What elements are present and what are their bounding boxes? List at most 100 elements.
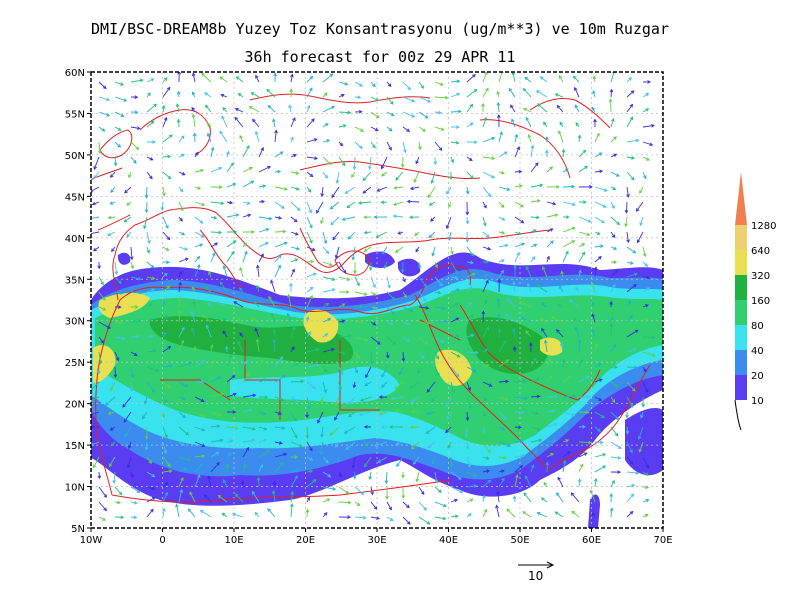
wind-vector-head: [370, 491, 374, 496]
wind-vector-head: [136, 489, 141, 493]
wind-vector: [207, 133, 212, 143]
wind-vector-head: [219, 281, 224, 286]
wind-vector: [255, 75, 260, 83]
wind-vector: [546, 201, 556, 205]
wind-vector-head: [199, 463, 204, 467]
wind-vector: [98, 336, 104, 344]
wind-vector: [482, 381, 492, 387]
wind-vector-head: [613, 153, 618, 158]
wind-vector: [594, 453, 606, 458]
wind-vector-head: [117, 144, 122, 148]
wind-vector: [274, 375, 286, 383]
wind-vector: [242, 409, 252, 413]
wind-vector-head: [609, 507, 614, 512]
wind-vector-head: [470, 252, 474, 257]
wind-vector-head: [200, 380, 205, 384]
wind-vector: [514, 134, 518, 143]
wind-vector-head: [341, 351, 346, 355]
wind-vector: [93, 156, 100, 170]
wind-vector: [498, 186, 510, 191]
wind-vector: [322, 456, 329, 464]
wind-vector: [626, 329, 639, 338]
wind-vector: [91, 186, 100, 192]
dust-sea-patch-2: [398, 258, 421, 277]
wind-vector-head: [294, 475, 298, 479]
wind-vector-head: [591, 106, 596, 111]
wind-vector: [466, 156, 473, 161]
wind-vector: [354, 516, 366, 519]
wind-vector-head: [465, 190, 470, 195]
wind-vector-head: [380, 165, 385, 170]
wind-vector-head: [267, 104, 272, 109]
wind-vector: [128, 441, 132, 449]
wind-vector: [162, 171, 171, 180]
wind-vector-head: [356, 282, 360, 287]
wind-vector: [205, 104, 212, 113]
wind-vector: [642, 499, 649, 503]
wind-vector: [226, 393, 237, 398]
lon-tick-label: 20E: [296, 535, 315, 546]
wind-vector-head: [645, 464, 649, 469]
wind-vector-head: [208, 271, 212, 275]
wind-vector: [482, 479, 491, 488]
wind-vector: [537, 512, 548, 518]
wind-vector-head: [363, 248, 368, 252]
wind-vector-head: [370, 361, 374, 365]
wind-vector: [594, 186, 607, 192]
wind-vector-head: [220, 392, 225, 397]
wind-vector: [98, 486, 107, 498]
x-axis: 10W 0 10E 20E 30E 40E 50E 60E 70E: [80, 528, 673, 546]
wind-vector-head: [522, 379, 527, 384]
wind-vector-head: [534, 162, 539, 167]
wind-vector: [306, 364, 320, 368]
wind-vector: [274, 254, 282, 263]
wind-vector-head: [602, 465, 607, 469]
wind-vector: [338, 501, 351, 504]
wind-vector: [381, 171, 388, 177]
wind-vector: [514, 440, 523, 443]
wind-vector: [506, 298, 516, 308]
wind-vector: [562, 227, 575, 233]
wind-vector-head: [543, 121, 547, 126]
wind-vector: [426, 381, 436, 393]
wind-vector-head: [332, 236, 336, 241]
wind-vector-head: [161, 414, 166, 419]
wind-vector-head: [450, 159, 454, 164]
wind-vector-head: [424, 341, 429, 345]
wind-vector-head: [637, 435, 642, 440]
wind-vector-head: [309, 457, 314, 461]
wind-vector: [642, 456, 649, 469]
wind-vector-head: [364, 382, 369, 387]
wind-vector-head: [183, 467, 188, 471]
wind-vector: [274, 396, 284, 401]
colorbar-label: 10: [751, 396, 764, 407]
wind-vector-head: [250, 92, 255, 96]
wind-vector: [594, 465, 606, 473]
wind-vector: [98, 351, 102, 364]
wind-vector: [322, 246, 329, 254]
wind-vector-head: [445, 429, 449, 434]
wind-vector: [520, 317, 532, 323]
wind-vector-head: [320, 193, 325, 198]
wind-vector-head: [467, 463, 472, 468]
wind-vector-head: [502, 416, 507, 420]
wind-vector-head: [372, 305, 377, 310]
wind-vector-head: [134, 95, 139, 99]
wind-vector-head: [454, 303, 459, 307]
wind-vector-head: [352, 475, 357, 480]
wind-vector-head: [635, 138, 640, 143]
wind-vector-head: [545, 149, 549, 154]
wind-vector-head: [201, 202, 206, 207]
wind-vector: [594, 441, 603, 444]
wind-vector-head: [300, 379, 305, 384]
wind-vector-head: [456, 92, 461, 97]
wind-vector-head: [516, 146, 520, 151]
wind-vector-head: [540, 302, 545, 306]
wind-vector: [593, 76, 596, 83]
wind-vector: [338, 276, 350, 281]
colorbar-label: 1280: [751, 221, 776, 232]
wind-vector: [571, 511, 580, 518]
wind-vector-head: [554, 511, 559, 515]
wind-vector: [434, 366, 440, 377]
wind-vector: [252, 119, 260, 128]
